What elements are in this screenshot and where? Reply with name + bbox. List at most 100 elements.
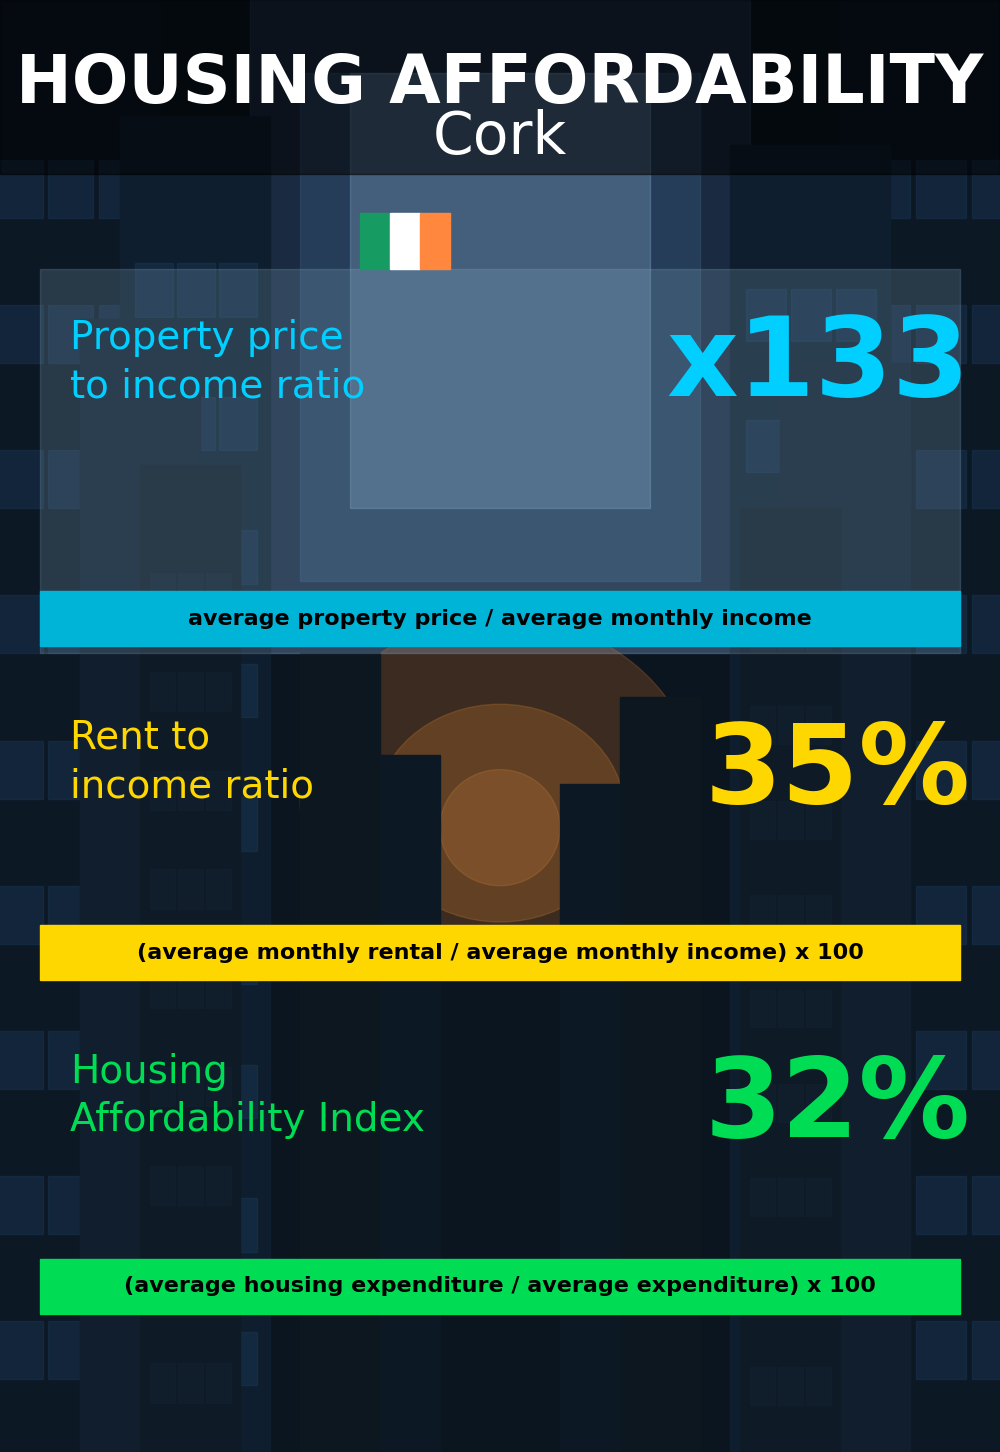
Text: Rent to
income ratio: Rent to income ratio	[70, 719, 314, 806]
Bar	[250, 0, 750, 653]
Bar	[150, 1067, 175, 1106]
Bar	[0, 450, 43, 508]
Bar	[177, 797, 215, 851]
Bar	[177, 1198, 215, 1252]
Bar	[48, 1176, 93, 1234]
Bar	[791, 812, 831, 864]
Bar	[778, 1272, 803, 1310]
Bar	[150, 1265, 175, 1304]
Bar	[806, 800, 831, 838]
Bar	[99, 1176, 144, 1234]
Bar	[178, 672, 203, 711]
Bar	[746, 942, 786, 995]
Bar	[178, 574, 203, 613]
Bar	[80, 319, 200, 1452]
Bar	[746, 1204, 786, 1256]
Bar	[730, 145, 890, 1452]
Bar	[219, 263, 256, 317]
Bar	[177, 1331, 215, 1385]
Bar	[836, 1334, 876, 1387]
Bar	[806, 1083, 831, 1121]
Bar	[178, 1363, 203, 1403]
Bar	[48, 160, 93, 218]
Bar	[48, 305, 93, 363]
Bar	[806, 706, 831, 743]
Bar	[836, 550, 876, 603]
Bar	[0, 595, 43, 653]
Bar	[972, 1176, 1000, 1234]
Bar	[916, 1321, 966, 1379]
Bar	[99, 450, 144, 508]
Bar	[99, 1031, 144, 1089]
Bar	[40, 925, 960, 980]
Bar	[972, 160, 1000, 218]
Bar	[0, 0, 1000, 174]
Text: (average monthly rental / average monthly income) x 100: (average monthly rental / average monthl…	[137, 942, 863, 963]
Bar	[806, 1272, 831, 1310]
Bar	[972, 1031, 1000, 1089]
Bar	[806, 990, 831, 1028]
Bar	[99, 160, 144, 218]
Bar	[778, 1368, 803, 1406]
Bar	[791, 1204, 831, 1256]
Bar	[48, 886, 93, 944]
Bar	[750, 706, 775, 743]
Bar	[178, 1067, 203, 1106]
Bar	[972, 741, 1000, 799]
Bar	[560, 784, 620, 1452]
Bar	[99, 1321, 144, 1379]
Bar	[791, 681, 831, 733]
Text: Housing
Affordability Index: Housing Affordability Index	[70, 1053, 425, 1140]
Bar	[916, 1031, 966, 1089]
Bar	[746, 1334, 786, 1387]
Bar	[40, 591, 960, 646]
Bar	[219, 1331, 256, 1385]
Bar	[150, 771, 175, 810]
Bar	[860, 160, 910, 218]
Bar	[48, 450, 93, 508]
Bar	[836, 812, 876, 864]
Bar	[150, 968, 175, 1008]
Bar	[836, 289, 876, 341]
Bar	[0, 160, 43, 218]
Bar	[0, 305, 43, 363]
Ellipse shape	[375, 704, 625, 922]
Bar	[778, 800, 803, 838]
Bar	[972, 450, 1000, 508]
Bar	[219, 664, 256, 717]
Bar	[120, 116, 270, 1452]
Bar	[836, 420, 876, 472]
Ellipse shape	[440, 770, 560, 886]
Bar	[750, 990, 775, 1028]
Bar	[836, 681, 876, 733]
Bar	[48, 1321, 93, 1379]
Bar	[916, 450, 966, 508]
Bar	[916, 595, 966, 653]
Bar	[0, 741, 43, 799]
Bar	[99, 886, 144, 944]
Bar	[48, 595, 93, 653]
Bar	[778, 706, 803, 743]
Bar	[778, 611, 803, 650]
Bar	[972, 886, 1000, 944]
Bar	[206, 1166, 231, 1205]
Bar	[135, 530, 173, 584]
Bar	[206, 771, 231, 810]
Bar	[740, 508, 840, 1452]
Bar	[791, 289, 831, 341]
Bar	[206, 968, 231, 1008]
Bar	[750, 1083, 775, 1121]
Bar	[219, 1064, 256, 1118]
Bar	[390, 213, 420, 269]
Bar	[972, 595, 1000, 653]
Text: x133: x133	[667, 312, 970, 420]
Bar	[178, 1265, 203, 1304]
Bar	[178, 1166, 203, 1205]
Text: 32%: 32%	[704, 1053, 970, 1160]
Bar	[791, 550, 831, 603]
Bar	[780, 363, 910, 1452]
Bar	[350, 73, 650, 508]
Bar	[836, 1073, 876, 1125]
Bar	[840, 0, 1000, 1452]
Bar	[916, 741, 966, 799]
